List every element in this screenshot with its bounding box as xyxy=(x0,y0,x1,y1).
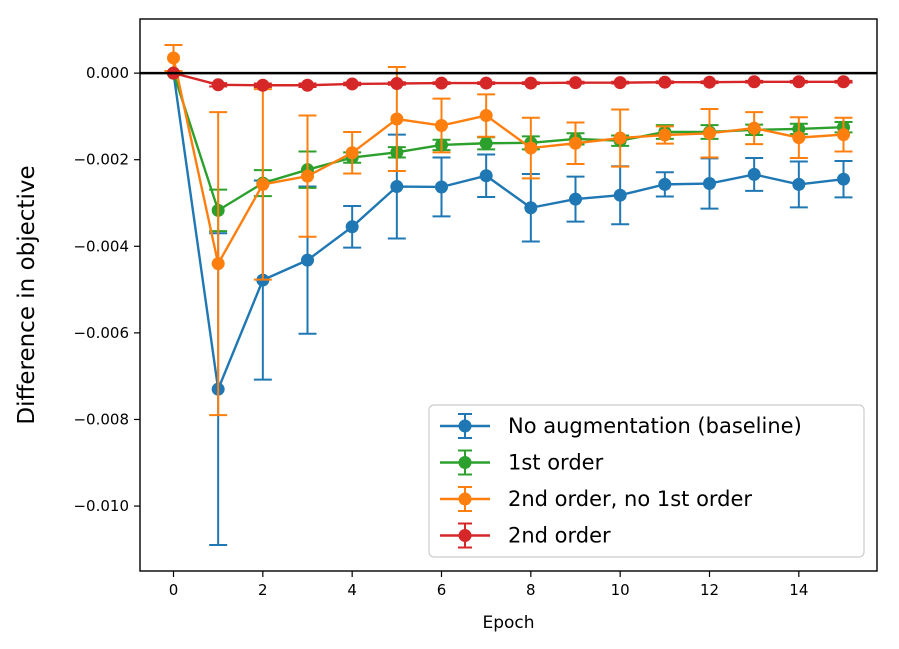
data-point xyxy=(390,180,404,194)
data-point xyxy=(345,77,359,91)
data-point xyxy=(435,119,448,133)
legend-entry: No augmentation (baseline) xyxy=(440,413,802,439)
data-point xyxy=(792,177,806,191)
data-point xyxy=(524,201,538,215)
series-1 xyxy=(167,66,853,233)
legend-label: 2nd order, no 1st order xyxy=(508,487,752,511)
data-point xyxy=(479,76,493,90)
legend-label: No augmentation (baseline) xyxy=(508,414,802,438)
data-point xyxy=(658,128,672,142)
data-point xyxy=(658,177,672,191)
series-layer xyxy=(164,43,853,547)
x-tick-label: 12 xyxy=(700,581,719,599)
data-point xyxy=(703,177,716,191)
data-point xyxy=(569,136,582,150)
data-point xyxy=(613,188,627,202)
data-point xyxy=(613,76,627,90)
data-point xyxy=(569,76,582,90)
data-point xyxy=(703,75,716,89)
legend-label: 2nd order xyxy=(508,524,611,548)
data-point xyxy=(479,169,493,183)
data-point xyxy=(211,257,225,271)
legend-entry: 2nd order, no 1st order xyxy=(440,486,752,512)
series-3 xyxy=(167,66,853,92)
legend-entry: 2nd order xyxy=(440,522,611,549)
data-point xyxy=(479,136,493,150)
data-point xyxy=(479,109,493,123)
data-point xyxy=(301,169,314,183)
data-point xyxy=(837,172,850,186)
series-line xyxy=(172,72,844,213)
legend-label: 1st order xyxy=(508,451,604,475)
legend-marker xyxy=(458,492,472,506)
y-tick-label: −0.004 xyxy=(73,237,129,255)
y-axis-label: Difference in objective xyxy=(14,165,40,424)
series-line xyxy=(172,72,844,394)
data-point xyxy=(524,141,538,155)
y-tick-label: −0.010 xyxy=(73,497,129,515)
data-point xyxy=(345,220,359,234)
series-2 xyxy=(164,43,853,417)
data-point xyxy=(256,78,270,92)
legend-entry: 1st order xyxy=(440,449,604,476)
series-line xyxy=(172,57,844,267)
data-point xyxy=(613,131,627,145)
y-tick-label: 0.000 xyxy=(86,64,129,82)
data-point xyxy=(658,75,672,89)
y-tick-label: −0.002 xyxy=(73,151,129,169)
data-point xyxy=(747,167,761,181)
x-tick-label: 6 xyxy=(437,581,447,599)
x-axis: 0 2 4 6 8 10 12 14 xyxy=(169,571,808,599)
data-point xyxy=(301,253,314,267)
data-point xyxy=(435,76,448,90)
data-point xyxy=(792,131,806,145)
x-tick-label: 2 xyxy=(258,581,268,599)
data-point xyxy=(747,75,761,89)
legend-marker xyxy=(458,419,472,433)
x-tick-label: 14 xyxy=(789,581,808,599)
series-line xyxy=(173,71,844,87)
legend: No augmentation (baseline) 1st order 2nd o… xyxy=(428,404,865,558)
x-tick-label: 8 xyxy=(526,581,536,599)
data-point xyxy=(837,128,850,142)
data-point xyxy=(792,75,806,89)
data-point xyxy=(837,75,850,89)
data-point xyxy=(569,192,582,206)
x-axis-label: Epoch xyxy=(482,613,534,633)
data-point xyxy=(747,121,761,135)
data-point xyxy=(524,76,538,90)
legend-marker xyxy=(458,456,472,469)
data-point xyxy=(703,126,716,140)
y-tick-label: −0.008 xyxy=(73,410,129,428)
data-point xyxy=(435,180,448,194)
data-point xyxy=(301,78,314,92)
plot-frame xyxy=(139,18,878,572)
y-tick-label: −0.006 xyxy=(73,324,129,342)
x-tick-label: 4 xyxy=(347,581,357,599)
x-tick-label: 0 xyxy=(169,581,179,599)
data-point xyxy=(167,51,180,65)
x-tick-label: 10 xyxy=(611,581,630,599)
legend-marker xyxy=(458,529,472,542)
data-point xyxy=(390,112,404,126)
y-axis: 0.000 −0.002 −0.004 −0.006 −0.008 −0.010 xyxy=(73,64,140,515)
data-point xyxy=(211,78,225,92)
legend-box xyxy=(428,404,865,558)
data-point xyxy=(256,177,270,191)
data-point xyxy=(345,146,359,160)
data-point xyxy=(390,77,404,91)
